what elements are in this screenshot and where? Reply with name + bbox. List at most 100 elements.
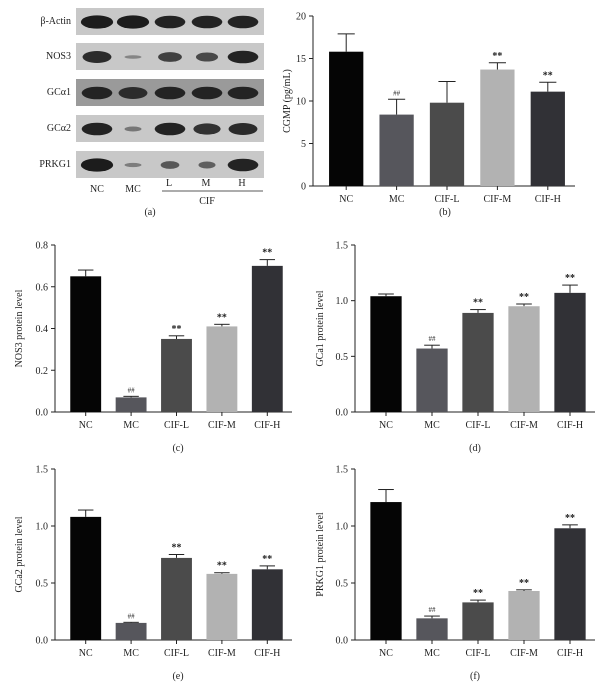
blot-band — [227, 15, 259, 29]
blot-band — [154, 122, 186, 136]
bar-cif-l — [161, 338, 192, 412]
bar-chart-b: 0 5 10 15 20 NC MC ## CIF-L CIF-M ** CIF-H ** CGMP (p… — [282, 12, 575, 218]
y-tick-label: 0.5 — [36, 579, 49, 590]
y-tick-label: 1.5 — [336, 465, 349, 476]
x-tick-label: NC — [379, 420, 393, 431]
bar-chart-d: 0.0 0.5 1.0 1.5 NC MC ## CIF-L ** CIF-M ** CIF-H ** G… — [315, 241, 595, 454]
y-axis-label: PRKG1 protein level — [315, 512, 326, 597]
x-tick-label: CIF-L — [466, 420, 491, 431]
y-axis-label: CGMP (pg/mL) — [282, 69, 293, 133]
y-tick-label: 20 — [296, 12, 306, 23]
x-tick-label: NC — [339, 194, 353, 205]
blot-band — [227, 158, 259, 172]
blot-band — [158, 52, 182, 62]
x-tick-label: CIF-M — [484, 194, 512, 205]
lane-label: L — [166, 178, 172, 189]
y-tick-label: 0.8 — [36, 241, 49, 252]
blot-row-label: NOS3 — [46, 51, 71, 62]
blot-band — [227, 50, 259, 64]
cif-group-label: CIF — [199, 196, 215, 207]
bar-mc — [379, 114, 414, 186]
lane-label: H — [238, 178, 245, 189]
x-tick-label: CIF-L — [466, 648, 491, 659]
y-tick-label: 0.6 — [36, 282, 49, 293]
x-tick-label: CIF-L — [164, 420, 189, 431]
significance-mark: ** — [519, 292, 529, 303]
significance-mark: ** — [565, 513, 575, 524]
blot-band — [81, 122, 113, 136]
bar-cif-h — [554, 292, 586, 412]
x-tick-label: NC — [379, 648, 393, 659]
panel-caption: (b) — [439, 207, 451, 218]
blot-row-label: GCα2 — [47, 123, 71, 134]
y-tick-label: 10 — [296, 97, 306, 108]
y-tick-label: 0.4 — [36, 324, 49, 335]
x-tick-label: CIF-M — [510, 648, 538, 659]
x-tick-label: CIF-H — [557, 420, 583, 431]
blot-row-label: β-Actin — [40, 16, 71, 27]
western-blot-panel: β-Actin NOS3 GCα1 GCα2 PRKG1 NC MC L M H CIF (a) — [39, 8, 264, 218]
y-tick-label: 1.0 — [336, 522, 349, 533]
x-tick-label: CIF-L — [164, 648, 189, 659]
x-tick-label: MC — [389, 194, 405, 205]
bar-mc — [115, 397, 147, 412]
significance-mark: ** — [172, 543, 182, 554]
bar-cif-l — [429, 102, 465, 186]
x-tick-label: NC — [79, 420, 93, 431]
lane-label: NC — [90, 184, 104, 195]
y-tick-label: 5 — [301, 139, 306, 150]
blot-band — [80, 15, 114, 29]
blot-band — [195, 52, 219, 62]
significance-mark: ** — [473, 298, 483, 309]
y-axis-label: GCa1 protein level — [315, 290, 326, 366]
y-tick-label: 15 — [296, 54, 306, 65]
bar-mc — [416, 618, 448, 640]
x-tick-label: NC — [79, 648, 93, 659]
bar-cif-m — [206, 326, 238, 412]
bar-cif-m — [508, 590, 540, 640]
panel-caption: (e) — [172, 671, 183, 682]
bar-chart-e: 0.0 0.5 1.0 1.5 NC MC ## CIF-L ** CIF-M ** CIF-H ** G… — [14, 465, 292, 682]
lane-label: M — [202, 178, 211, 189]
significance-mark: ## — [128, 612, 136, 620]
blot-band — [228, 123, 258, 135]
panel-caption: (d) — [469, 443, 481, 454]
blot-row-label: PRKG1 — [39, 159, 71, 170]
bar-cif-h — [251, 265, 283, 412]
x-tick-label: CIF-H — [254, 648, 280, 659]
y-axis-label: GCa2 protein level — [14, 516, 25, 592]
bar-mc — [416, 348, 448, 412]
blot-band — [154, 86, 186, 100]
y-tick-label: 0.5 — [336, 579, 349, 590]
bar-cif-h — [251, 569, 283, 640]
blot-band — [227, 86, 259, 100]
significance-mark: ** — [473, 588, 483, 599]
significance-mark: ## — [128, 386, 136, 394]
x-tick-label: MC — [123, 420, 139, 431]
x-tick-label: MC — [123, 648, 139, 659]
y-tick-label: 0.0 — [336, 408, 349, 419]
significance-mark: ** — [172, 324, 182, 335]
x-tick-label: CIF-M — [510, 420, 538, 431]
blot-band — [191, 15, 223, 29]
blot-band — [124, 126, 142, 132]
y-tick-label: 0 — [301, 182, 306, 193]
blot-band — [124, 55, 142, 59]
significance-mark: ** — [519, 578, 529, 589]
bar-cif-h — [554, 528, 586, 640]
blot-row-label: GCα1 — [47, 87, 71, 98]
y-tick-label: 0.0 — [336, 636, 349, 647]
significance-mark: ** — [217, 312, 227, 323]
bar-cif-l — [462, 312, 494, 412]
y-tick-label: 0.5 — [336, 352, 349, 363]
blot-band — [81, 86, 113, 100]
x-tick-label: MC — [424, 648, 440, 659]
bar-cif-m — [206, 573, 238, 640]
bar-nc — [370, 502, 402, 640]
bar-chart-c: 0.0 0.2 0.4 0.6 0.8 NC MC ## CIF-L ** CIF-M ** CIF-H… — [14, 241, 292, 454]
y-tick-label: 0.2 — [36, 366, 49, 377]
bar-nc — [70, 516, 102, 640]
bar-mc — [115, 622, 147, 640]
blot-band — [198, 161, 216, 169]
